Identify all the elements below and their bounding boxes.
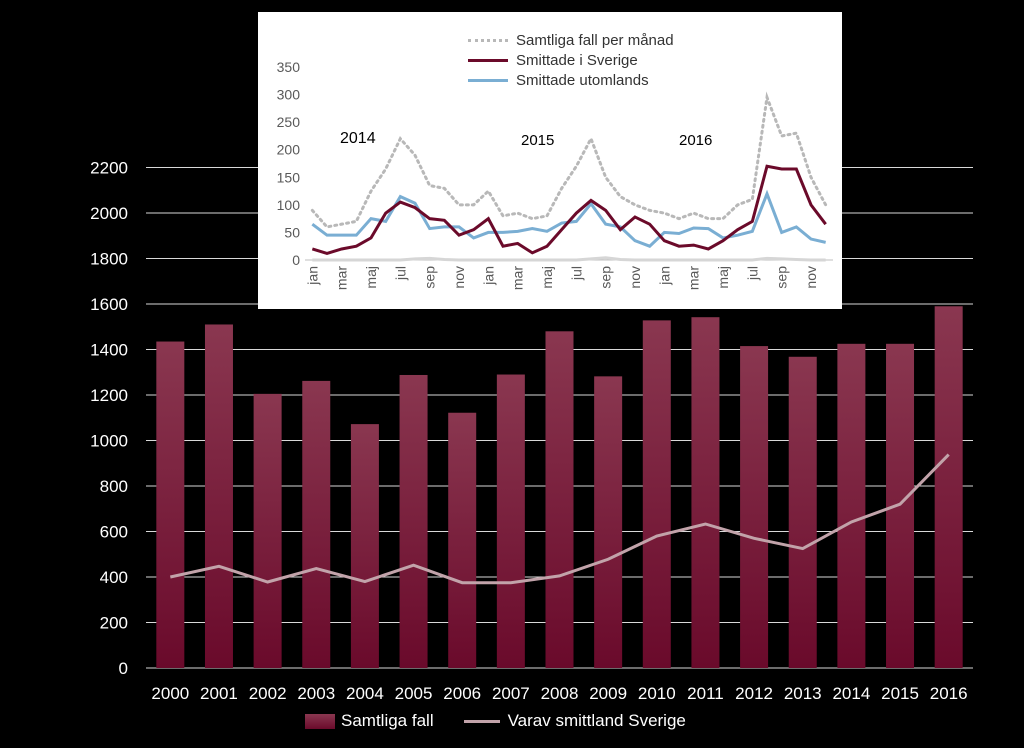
inset-legend-label: Smittade i Sverige: [516, 51, 638, 69]
inset-x-tick-label: maj: [715, 266, 731, 289]
x-tick-label: 2004: [346, 684, 384, 703]
inset-line-series: [311, 164, 827, 255]
inset-x-tick-label: jul: [744, 266, 760, 281]
bar: [156, 341, 185, 668]
inset-x-tick-label: nov: [451, 266, 467, 289]
x-tick-label: 2000: [151, 684, 189, 703]
bar: [740, 346, 769, 668]
inset-x-tick-label: mar: [686, 266, 702, 290]
inset-x-tick-label: jul: [568, 266, 584, 281]
inset-legend-item: Samtliga fall per månad: [468, 30, 674, 50]
bar: [496, 374, 525, 668]
inset-line-series: [312, 256, 826, 262]
y-tick-label: 2000: [90, 204, 128, 223]
y-tick-label: 0: [119, 659, 128, 678]
inset-x-tick-label: nov: [627, 266, 643, 289]
inset-chart: 0 50 100 150 200 250 300 350 jan mar maj jul sep nov j…: [258, 12, 842, 309]
inset-y-tick-label: 300: [277, 87, 301, 103]
x-tick-label: 2007: [492, 684, 530, 703]
inset-x-tick-label: mar: [334, 266, 350, 290]
y-tick-label: 1000: [90, 432, 128, 451]
y-tick-label: 600: [100, 523, 128, 542]
x-tick-label: 2013: [784, 684, 822, 703]
bar: [642, 320, 671, 668]
inset-y-tick-label: 0: [292, 252, 300, 268]
inset-x-tick-label: maj: [539, 266, 555, 289]
inset-x-tick-label: sep: [422, 266, 438, 289]
bar: [691, 317, 720, 668]
main-legend: Samtliga fall Varav smittland Sverige: [305, 708, 686, 734]
inset-y-tick-label: 50: [284, 224, 300, 240]
legend-bar-swatch: [305, 713, 335, 729]
year-annotation-2014: 2014: [340, 130, 376, 147]
legend-utomlands-swatch: [468, 78, 508, 82]
inset-legend: Samtliga fall per månad Smittade i Sveri…: [468, 30, 674, 90]
inset-y-tick-label: 350: [277, 59, 301, 75]
inset-legend-item: Smittade utomlands: [468, 70, 674, 90]
inset-y-tick-label: 150: [277, 169, 301, 185]
y-tick-label: 800: [100, 477, 128, 496]
inset-x-tick-label: jan: [480, 266, 496, 286]
x-tick-label: 2008: [541, 684, 579, 703]
bar: [788, 356, 817, 668]
y-tick-label: 1600: [90, 295, 128, 314]
x-tick-label: 2001: [200, 684, 238, 703]
inset-x-tick-label: jan: [304, 266, 320, 286]
x-tick-label: 2015: [881, 684, 919, 703]
inset-x-tick-label: nov: [803, 266, 819, 289]
inset-x-tick-label: sep: [774, 266, 790, 289]
bar: [886, 343, 915, 668]
inset-x-tick-label: jan: [656, 266, 672, 286]
bar: [399, 374, 428, 668]
legend-line-label: Varav smittland Sverige: [507, 711, 686, 730]
year-annotation-2016: 2016: [679, 132, 713, 149]
x-tick-label: 2006: [443, 684, 481, 703]
inset-line-series: [310, 91, 828, 229]
inset-legend-label: Samtliga fall per månad: [516, 31, 674, 49]
x-tick-label: 2005: [395, 684, 433, 703]
inset-x-tick-label: mar: [510, 266, 526, 290]
bar: [204, 324, 233, 668]
y-tick-label: 400: [100, 568, 128, 587]
bar: [350, 424, 379, 668]
legend-dotted-swatch: [468, 38, 508, 42]
x-tick-label: 2016: [930, 684, 968, 703]
inset-x-tick-label: jul: [392, 266, 408, 281]
legend-bar-label: Samtliga fall: [341, 711, 434, 730]
y-tick-label: 200: [100, 614, 128, 633]
bar: [253, 393, 282, 668]
inset-y-tick-label: 250: [277, 114, 301, 130]
x-tick-label: 2002: [249, 684, 287, 703]
inset-legend-item: Smittade i Sverige: [468, 50, 674, 70]
bar: [594, 376, 623, 668]
x-tick-label: 2009: [589, 684, 627, 703]
bar: [934, 306, 963, 668]
bar: [448, 412, 477, 668]
bar: [302, 380, 331, 668]
x-tick-label: 2010: [638, 684, 676, 703]
y-tick-label: 2200: [90, 159, 128, 178]
x-tick-label: 2003: [297, 684, 335, 703]
x-tick-label: 2012: [735, 684, 773, 703]
y-tick-label: 1400: [90, 341, 128, 360]
legend-line-swatch: [463, 719, 500, 723]
bar: [545, 331, 574, 668]
y-tick-label: 1200: [90, 386, 128, 405]
inset-legend-label: Smittade utomlands: [516, 71, 649, 89]
legend-sverige-swatch: [468, 58, 508, 62]
inset-x-tick-label: maj: [363, 266, 379, 289]
line-series-varav-sverige: [170, 453, 950, 585]
inset-y-tick-label: 100: [277, 197, 301, 213]
y-tick-label: 1800: [90, 250, 128, 269]
x-tick-label: 2014: [832, 684, 870, 703]
inset-y-tick-label: 200: [277, 142, 301, 158]
inset-x-tick-label: sep: [598, 266, 614, 289]
year-annotation-2015: 2015: [521, 132, 555, 149]
x-tick-label: 2011: [687, 684, 724, 703]
bar: [837, 343, 866, 668]
